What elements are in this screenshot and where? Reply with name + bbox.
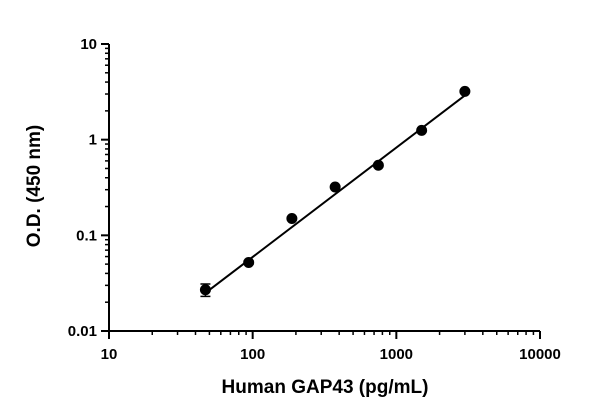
x-tick-label: 1000 (380, 346, 413, 363)
data-point (459, 85, 471, 97)
data-point (199, 284, 211, 296)
y-tick-label: 10 (80, 36, 97, 53)
y-axis-title: O.D. (450 nm) (24, 125, 45, 247)
y-tick-label: 0.01 (68, 323, 97, 340)
x-tick-label: 10000 (519, 346, 561, 363)
x-axis-title: Human GAP43 (pg/mL) (222, 377, 429, 398)
data-point (329, 181, 341, 193)
data-point (286, 212, 298, 224)
y-tick-label: 0.1 (76, 227, 97, 244)
x-tick-label: 100 (240, 346, 265, 363)
x-tick-label: 10 (101, 346, 118, 363)
data-point (372, 159, 384, 171)
data-point (243, 257, 255, 269)
data-point (416, 124, 428, 136)
y-tick-label: 1 (89, 132, 97, 149)
axes: 10 100 1000 10000 0.01 0.1 1 10 (68, 36, 561, 363)
data-points (199, 85, 471, 298)
